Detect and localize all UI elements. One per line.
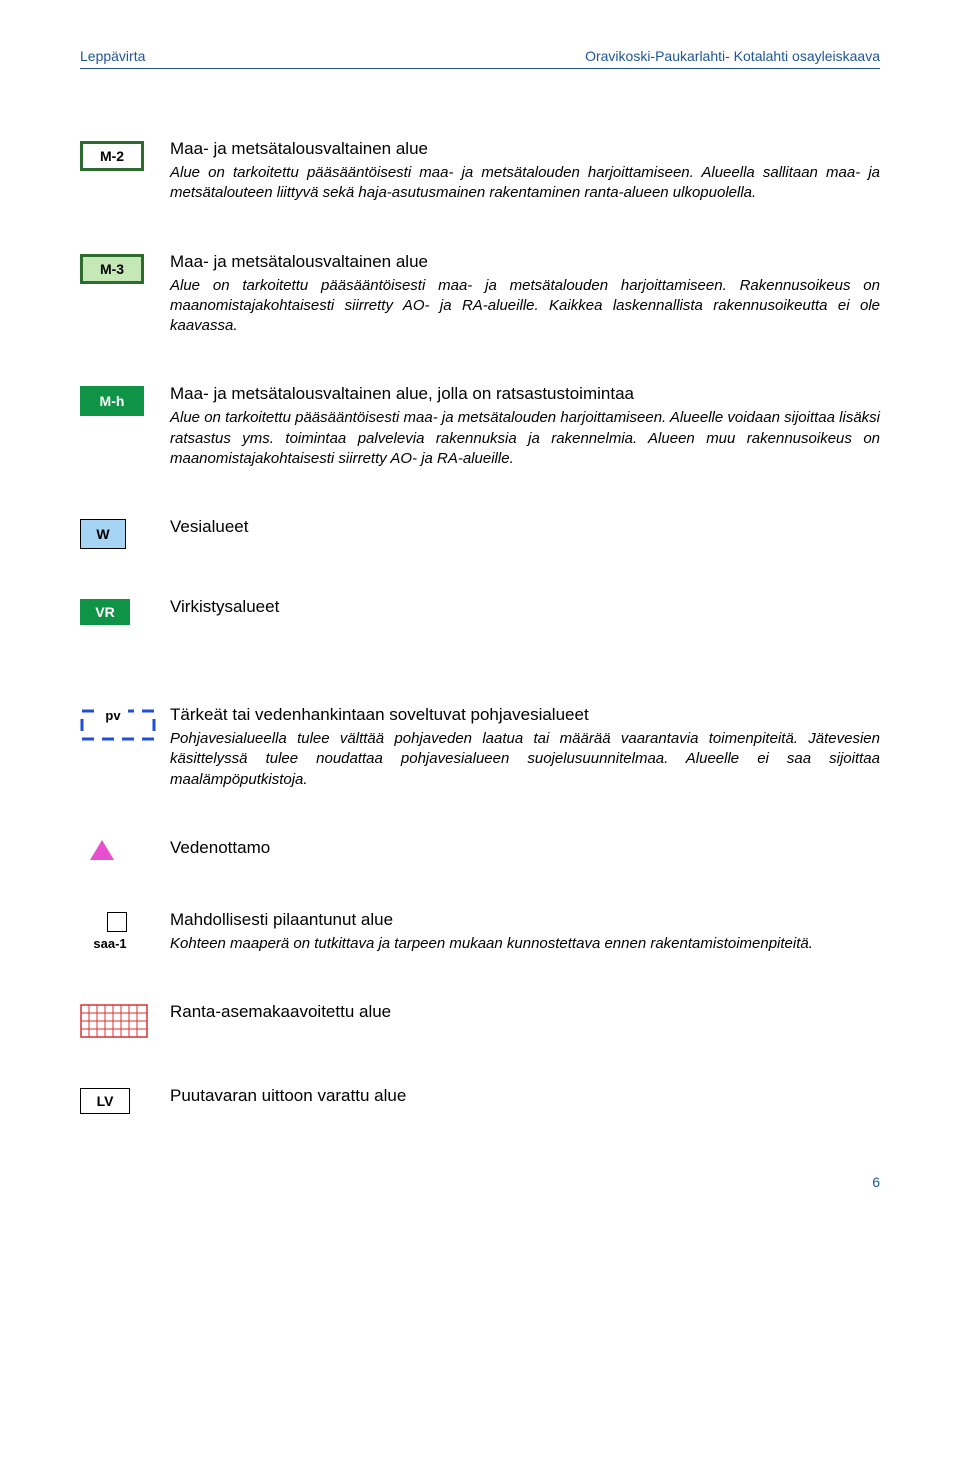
box-m2: M-2 bbox=[80, 141, 144, 171]
text-w: Vesialueet bbox=[170, 517, 880, 541]
page-container: Leppävirta Oravikoski-Paukarlahti- Kotal… bbox=[0, 0, 960, 1230]
text-vedenottamo: Vedenottamo bbox=[170, 838, 880, 862]
title-m3: Maa- ja metsätalousvaltainen alue bbox=[170, 252, 880, 272]
entry-ranta: Ranta-asemakaavoitettu alue bbox=[80, 1002, 880, 1038]
title-pv: Tärkeät tai vedenhankintaan soveltuvat p… bbox=[170, 705, 880, 725]
text-pv: Tärkeät tai vedenhankintaan soveltuvat p… bbox=[170, 705, 880, 790]
title-saa1: Mahdollisesti pilaantunut alue bbox=[170, 910, 880, 930]
title-vedenottamo: Vedenottamo bbox=[170, 838, 880, 858]
code-mh: M-h bbox=[100, 393, 125, 409]
symbol-w: W bbox=[80, 517, 170, 549]
entry-saa1: saa-1 Mahdollisesti pilaantunut alue Koh… bbox=[80, 910, 880, 954]
symbol-ranta bbox=[80, 1002, 170, 1038]
box-w: W bbox=[80, 519, 126, 549]
symbol-m2: M-2 bbox=[80, 139, 170, 171]
header-right: Oravikoski-Paukarlahti- Kotalahti osayle… bbox=[585, 48, 880, 64]
box-m3: M-3 bbox=[80, 254, 144, 284]
box-vr: VR bbox=[80, 599, 130, 625]
title-lv: Puutavaran uittoon varattu alue bbox=[170, 1086, 880, 1106]
code-w: W bbox=[96, 526, 109, 542]
title-ranta: Ranta-asemakaavoitettu alue bbox=[170, 1002, 880, 1022]
header-left: Leppävirta bbox=[80, 48, 145, 64]
entry-lv: LV Puutavaran uittoon varattu alue bbox=[80, 1086, 880, 1114]
code-m3: M-3 bbox=[100, 261, 124, 277]
small-square-icon bbox=[107, 912, 127, 932]
pv-label: pv bbox=[98, 708, 128, 724]
box-mh: M-h bbox=[80, 386, 144, 416]
text-saa1: Mahdollisesti pilaantunut alue Kohteen m… bbox=[170, 910, 880, 954]
code-vr: VR bbox=[95, 604, 114, 620]
symbol-saa1: saa-1 bbox=[80, 910, 170, 951]
text-m2: Maa- ja metsätalousvaltainen alue Alue o… bbox=[170, 139, 880, 204]
symbol-lv: LV bbox=[80, 1086, 170, 1114]
symbol-vedenottamo bbox=[80, 838, 170, 860]
triangle-icon bbox=[90, 840, 114, 860]
entry-w: W Vesialueet bbox=[80, 517, 880, 549]
pv-dashed-box: pv bbox=[80, 707, 160, 743]
title-vr: Virkistysalueet bbox=[170, 597, 880, 617]
entry-m3: M-3 Maa- ja metsätalousvaltainen alue Al… bbox=[80, 252, 880, 337]
page-number: 6 bbox=[80, 1174, 880, 1190]
grid-icon bbox=[80, 1004, 148, 1038]
desc-pv: Pohjavesialueella tulee välttää pohjaved… bbox=[170, 729, 880, 790]
text-vr: Virkistysalueet bbox=[170, 597, 880, 621]
text-m3: Maa- ja metsätalousvaltainen alue Alue o… bbox=[170, 252, 880, 337]
page-header: Leppävirta Oravikoski-Paukarlahti- Kotal… bbox=[80, 48, 880, 69]
desc-m3: Alue on tarkoitettu pääsääntöisesti maa-… bbox=[170, 276, 880, 337]
desc-mh: Alue on tarkoitettu pääsääntöisesti maa-… bbox=[170, 408, 880, 469]
saa-label: saa-1 bbox=[93, 936, 126, 951]
entry-vedenottamo: Vedenottamo bbox=[80, 838, 880, 862]
title-w: Vesialueet bbox=[170, 517, 880, 537]
entry-pv: pv Tärkeät tai vedenhankintaan soveltuva… bbox=[80, 705, 880, 790]
title-m2: Maa- ja metsätalousvaltainen alue bbox=[170, 139, 880, 159]
box-lv: LV bbox=[80, 1088, 130, 1114]
symbol-m3: M-3 bbox=[80, 252, 170, 284]
entry-mh: M-h Maa- ja metsätalousvaltainen alue, j… bbox=[80, 384, 880, 469]
entry-vr: VR Virkistysalueet bbox=[80, 597, 880, 625]
saa-wrap: saa-1 bbox=[80, 912, 140, 951]
desc-m2: Alue on tarkoitettu pääsääntöisesti maa-… bbox=[170, 163, 880, 204]
symbol-pv: pv bbox=[80, 705, 170, 743]
title-mh: Maa- ja metsätalousvaltainen alue, jolla… bbox=[170, 384, 880, 404]
desc-saa1: Kohteen maaperä on tutkittava ja tarpeen… bbox=[170, 934, 880, 954]
entry-m2: M-2 Maa- ja metsätalousvaltainen alue Al… bbox=[80, 139, 880, 204]
code-m2: M-2 bbox=[100, 148, 124, 164]
text-lv: Puutavaran uittoon varattu alue bbox=[170, 1086, 880, 1110]
text-mh: Maa- ja metsätalousvaltainen alue, jolla… bbox=[170, 384, 880, 469]
symbol-mh: M-h bbox=[80, 384, 170, 416]
code-lv: LV bbox=[97, 1093, 114, 1109]
text-ranta: Ranta-asemakaavoitettu alue bbox=[170, 1002, 880, 1026]
symbol-vr: VR bbox=[80, 597, 170, 625]
